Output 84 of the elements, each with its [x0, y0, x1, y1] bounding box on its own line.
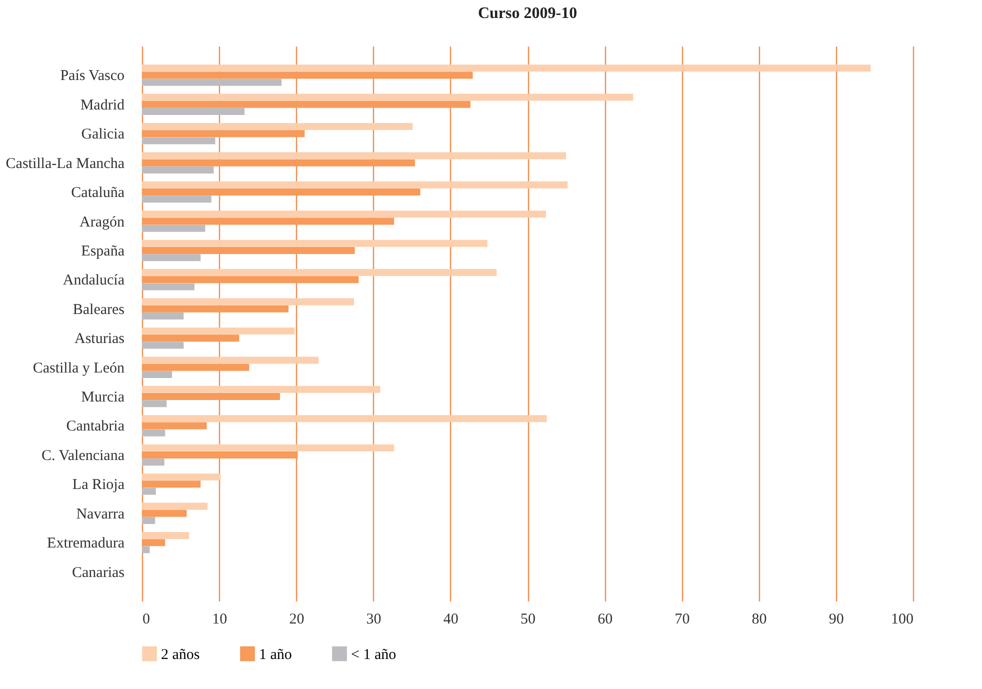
x-tick-label: 50: [520, 612, 536, 628]
bar: [142, 218, 394, 225]
bar: [142, 298, 354, 306]
x-tick-label: 90: [828, 612, 844, 628]
y-tick-label: C. Valenciana: [41, 448, 125, 464]
bar: [142, 480, 201, 488]
bar: [142, 458, 164, 466]
y-tick-label: Madrid: [80, 97, 125, 114]
bar: [142, 94, 634, 101]
y-tick-label: La Rioja: [72, 477, 125, 494]
bar: [142, 254, 201, 262]
chart-title: Curso 2009-10: [478, 5, 578, 22]
bar: [142, 429, 166, 436]
bar: [142, 364, 250, 371]
bar: [142, 393, 280, 400]
y-tick-label: Cataluña: [71, 185, 125, 202]
bar: [142, 137, 216, 144]
legend-label: < 1 año: [351, 646, 396, 663]
bar: [142, 444, 394, 452]
bar: [142, 415, 547, 422]
bar: [142, 240, 488, 247]
bar: [142, 510, 187, 517]
bar: [142, 546, 150, 554]
bar: [142, 166, 214, 174]
bar: [142, 78, 282, 86]
y-tick-label: Murcia: [81, 390, 125, 406]
bar: [142, 502, 208, 510]
bar: [142, 196, 212, 203]
bar: [142, 123, 413, 130]
bar: [142, 210, 546, 218]
bar: [142, 130, 305, 138]
bar: [142, 474, 221, 481]
bar: [142, 488, 156, 495]
bar: [142, 246, 355, 254]
x-tick-label: 10: [212, 612, 228, 628]
bar: [142, 356, 319, 364]
bar: [142, 451, 298, 458]
bar: [142, 327, 295, 334]
x-tick-label: 80: [752, 612, 767, 628]
bar: [142, 386, 380, 393]
legend-label: 2 años: [161, 646, 200, 663]
y-tick-label: Castilla y León: [32, 360, 125, 376]
bar: [142, 276, 359, 284]
y-tick-label: Baleares: [72, 302, 125, 318]
bar: [142, 108, 245, 116]
x-tick-label: 100: [891, 612, 914, 628]
y-tick-label: País Vasco: [60, 68, 124, 84]
x-tick-label: 60: [598, 612, 613, 628]
bar: [142, 283, 194, 290]
bar: [142, 400, 167, 408]
x-tick-label: 30: [366, 612, 382, 628]
bar: [142, 334, 240, 342]
bar: [142, 305, 288, 312]
y-tick-label: Canarias: [72, 564, 125, 581]
bar: [142, 64, 871, 72]
y-tick-label: Asturias: [74, 331, 125, 348]
y-tick-label: Navarra: [76, 506, 125, 522]
bar: [142, 100, 470, 108]
bar: [142, 422, 207, 430]
bar: [142, 342, 184, 349]
bar: [142, 152, 566, 160]
bar: [142, 181, 568, 188]
y-tick-label: España: [81, 243, 125, 260]
y-tick-label: Castilla-La Mancha: [6, 156, 125, 172]
bar: [142, 370, 172, 378]
bar: [142, 72, 473, 79]
y-tick-label: Cantabria: [66, 418, 125, 435]
y-tick-label: Aragón: [80, 214, 125, 230]
x-tick-label: 20: [289, 612, 304, 628]
bar: [142, 539, 166, 546]
x-tick-label: 70: [674, 612, 690, 628]
y-tick-label: Extremadura: [47, 536, 125, 552]
x-tick-label: 0: [142, 612, 150, 628]
bar: [142, 532, 190, 539]
bar: [142, 516, 156, 524]
bar: [142, 269, 497, 276]
y-tick-label: Galicia: [81, 126, 125, 143]
bar: [142, 188, 420, 196]
y-tick-label: Andalucía: [62, 272, 125, 289]
x-tick-label: 40: [443, 612, 458, 628]
legend-label: 1 año: [259, 646, 292, 663]
bar: [142, 159, 415, 166]
bar: [142, 312, 184, 320]
bar: [142, 224, 206, 232]
